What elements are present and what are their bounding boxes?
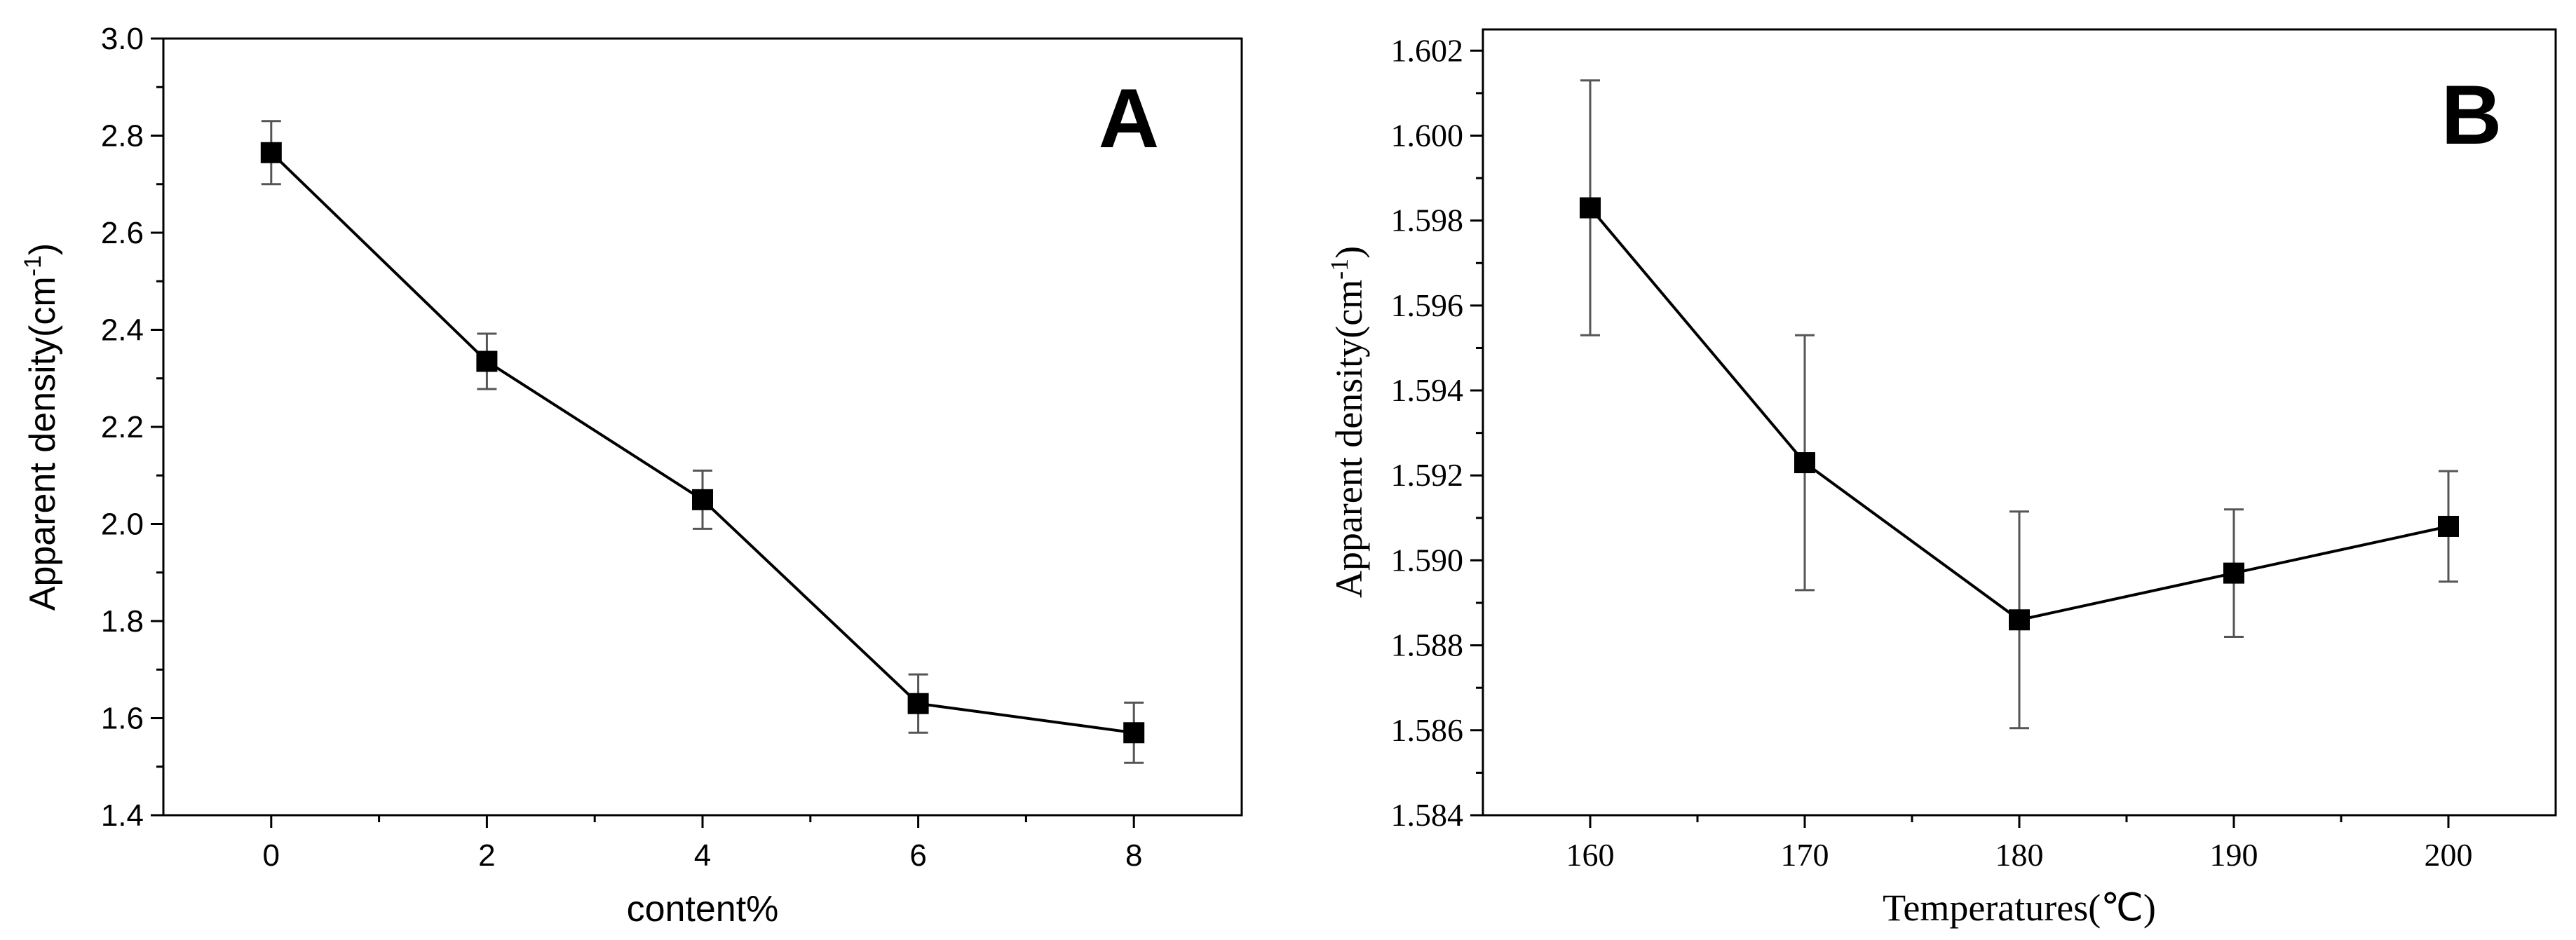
panel-b-y-axis-title-close: ) — [1328, 246, 1370, 259]
a-y-tick-label: 2.4 — [101, 313, 144, 348]
b-y-tick-label: 1.602 — [1391, 32, 1464, 68]
b-data-point — [1580, 197, 1601, 219]
b-y-tick-label: 1.584 — [1391, 797, 1464, 833]
panel-a-error-bars — [261, 120, 1144, 764]
b-y-tick-label: 1.586 — [1391, 712, 1464, 748]
b-data-point — [2223, 562, 2244, 584]
panel-a-y-axis-title-sup: -1 — [20, 255, 46, 276]
a-x-tick-label: 2 — [478, 838, 495, 873]
panel-b-label: B — [2441, 68, 2502, 162]
panel-b-y-axis-title-main: Apparent density(cm — [1328, 280, 1370, 598]
b-y-tick-label: 1.596 — [1391, 287, 1464, 323]
b-y-tick-label: 1.590 — [1391, 542, 1464, 578]
a-y-tick-label: 2.2 — [101, 410, 144, 444]
a-x-tick-label: 8 — [1125, 838, 1142, 873]
b-x-tick-label: 190 — [2210, 837, 2258, 873]
a-y-tick-label: 1.6 — [101, 702, 144, 736]
a-y-tick-label: 2.0 — [101, 508, 144, 542]
b-y-tick-label: 1.592 — [1391, 457, 1464, 493]
panel-b-x-axis-title: Temperatures(℃) — [1883, 887, 2156, 929]
panel-b-y-axis-title-sup: -1 — [1325, 259, 1353, 280]
panel-b-error-bars — [1580, 79, 2458, 730]
a-x-tick-label: 6 — [909, 838, 926, 873]
panel-a-label: A — [1099, 71, 1160, 165]
a-y-tick-label: 1.8 — [101, 604, 144, 639]
b-y-tick-label: 1.588 — [1391, 627, 1464, 663]
a-data-point — [1123, 722, 1145, 744]
panel-b-y-axis: 1.584 1.586 1.588 1.590 1.592 1.594 1.596 1.598… — [1391, 32, 1483, 833]
a-data-point — [260, 142, 282, 163]
panel-b-x-axis: 160 170 180 190 200 — [1566, 815, 2473, 873]
b-x-tick-label: 170 — [1781, 837, 1829, 873]
b-x-tick-label: 180 — [1995, 837, 2044, 873]
panel-a-y-axis: 1.4 1.6 1.8 2.0 2.2 2.4 2.6 2.8 3.0 — [101, 22, 163, 833]
a-data-point — [476, 350, 498, 372]
a-x-tick-label: 4 — [694, 838, 711, 873]
b-x-tick-label: 160 — [1566, 837, 1615, 873]
panel-b-markers — [1580, 197, 2459, 631]
b-data-point — [2438, 515, 2459, 537]
b-y-tick-label: 1.600 — [1391, 117, 1464, 153]
panel-a-x-axis: 0 2 4 6 8 — [263, 815, 1142, 873]
panel-b-chart: 1.584 1.586 1.588 1.590 1.592 1.594 1.596 1.598… — [1325, 28, 2557, 929]
a-y-tick-label: 2.6 — [101, 216, 144, 250]
a-data-point — [692, 489, 713, 510]
b-data-point — [1794, 452, 1815, 474]
b-y-tick-label: 1.598 — [1391, 203, 1464, 238]
panel-a-chart: 1.4 1.6 1.8 2.0 2.2 2.4 2.6 2.8 3.0 0 2 4 6 8 A cont… — [20, 22, 1243, 929]
panel-a-y-axis-title-close: ) — [22, 243, 63, 255]
panel-a-series-line — [270, 151, 1134, 735]
b-y-tick-label: 1.594 — [1391, 372, 1464, 408]
panel-a-x-axis-title: content% — [627, 889, 779, 929]
panel-a-y-axis-title-main: Apparent density(cm — [22, 276, 63, 611]
panel-a-markers — [260, 142, 1145, 744]
a-y-tick-label: 2.8 — [101, 119, 144, 154]
panel-a-y-axis-title: Apparent density(cm-1) — [20, 243, 63, 611]
panel-b-y-axis-title: Apparent density(cm-1) — [1325, 246, 1370, 598]
a-y-tick-label: 1.4 — [101, 798, 144, 833]
b-data-point — [2009, 609, 2030, 631]
panel-a-plot-frame — [162, 37, 1243, 817]
a-y-tick-label: 3.0 — [101, 22, 144, 56]
b-x-tick-label: 200 — [2425, 837, 2473, 873]
a-x-tick-label: 0 — [263, 838, 280, 873]
a-data-point — [907, 693, 929, 714]
